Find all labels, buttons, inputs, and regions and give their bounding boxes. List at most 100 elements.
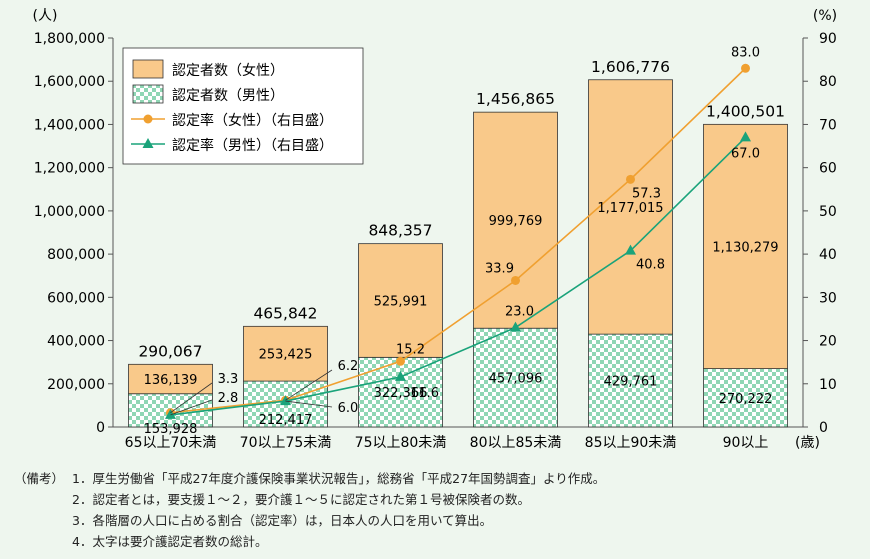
notes-head: （備考） xyxy=(14,471,65,486)
bar-male xyxy=(588,333,673,428)
bar-female-value: 999,769 xyxy=(489,214,543,229)
x-tick-label: 85以上90未満 xyxy=(585,435,677,451)
legend-label: 認定者数（女性） xyxy=(172,62,284,79)
notes: （備考） 1．厚生労働省「平成27年度介護保険事業状況報告」，総務省「平成27年国… xyxy=(14,468,605,552)
leader-line xyxy=(170,399,213,416)
male-rate-label: 11.6 xyxy=(410,386,439,401)
right-tick-label: 0 xyxy=(819,420,828,436)
bar-female-value: 253,425 xyxy=(259,348,313,363)
total-label: 465,842 xyxy=(253,304,317,322)
note-item-4: 4．太字は要介護認定者数の総計。 xyxy=(72,534,268,549)
bar-female xyxy=(473,111,558,329)
male-rate-label: 23.0 xyxy=(505,305,534,320)
right-tick-label: 70 xyxy=(819,117,837,133)
left-tick-label: 400,000 xyxy=(47,334,105,350)
point-female-rate xyxy=(626,174,635,184)
point-male-rate xyxy=(165,408,176,419)
note-item-1: 1．厚生労働省「平成27年度介護保険事業状況報告」，総務省「平成27年国勢調査」… xyxy=(72,471,606,486)
bar-male-value: 270,222 xyxy=(719,392,773,407)
legend-marker-male xyxy=(142,138,154,148)
female-rate-label: 83.0 xyxy=(731,45,760,60)
total-label: 1,400,501 xyxy=(706,102,785,120)
bar-female-value: 1,177,015 xyxy=(597,201,663,216)
total-label: 290,067 xyxy=(138,342,202,360)
left-tick-label: 200,000 xyxy=(47,377,105,393)
x-tick-label: 75以上80未満 xyxy=(355,435,447,451)
x-tick-label: 90以上 xyxy=(723,435,769,451)
leader-line xyxy=(285,369,333,401)
legend-swatch-male xyxy=(132,84,164,104)
legend-label: 認定率（女性）（右目盛） xyxy=(172,112,333,129)
total-label: 1,606,776 xyxy=(591,58,670,76)
point-male-rate xyxy=(740,131,751,142)
right-tick-label: 40 xyxy=(819,247,837,263)
left-tick-label: 1,200,000 xyxy=(34,161,105,177)
bar-female-value: 1,130,279 xyxy=(712,240,778,255)
bar-female-value: 525,991 xyxy=(374,294,428,309)
line-female-rate xyxy=(170,67,747,414)
female-rate-label: 3.3 xyxy=(218,372,239,387)
bar-female xyxy=(588,79,673,335)
bar-male-value: 457,096 xyxy=(489,372,543,387)
right-tick-label: 60 xyxy=(819,161,837,177)
point-female-rate xyxy=(511,275,520,285)
bar-male-value: 212,417 xyxy=(259,413,313,428)
female-rate-label: 15.2 xyxy=(396,342,425,357)
line-male-rate xyxy=(170,136,747,416)
bar-male xyxy=(358,356,443,428)
female-rate-label: 6.2 xyxy=(338,359,359,374)
total-label: 848,357 xyxy=(368,222,432,240)
left-tick-label: 1,800,000 xyxy=(34,31,105,47)
male-rate-label: 2.8 xyxy=(218,391,239,406)
note-row-3: 3．各階層の人口に占める割合（認定率）は，日本人の人口を用いて算出。 xyxy=(14,510,605,531)
male-rate-label: 40.8 xyxy=(636,258,665,273)
female-rate-label: 33.9 xyxy=(485,261,514,276)
left-tick-label: 600,000 xyxy=(47,290,105,306)
legend-marker-female xyxy=(143,114,153,124)
note-item-3: 3．各階層の人口に占める割合（認定率）は，日本人の人口を用いて算出。 xyxy=(72,513,493,528)
left-tick-label: 1,000,000 xyxy=(34,204,105,220)
right-tick-label: 20 xyxy=(819,334,837,350)
right-axis-unit: (%) xyxy=(813,8,837,24)
right-tick-label: 50 xyxy=(819,204,837,220)
legend-label: 認定率（男性）（右目盛） xyxy=(172,137,333,154)
bar-male xyxy=(473,327,558,428)
note-row-2: 2．認定者とは，要支援１～２，要介護１～５に認定された第１号被保険者の数。 xyxy=(14,489,605,510)
point-male-rate xyxy=(625,244,636,255)
left-tick-label: 800,000 xyxy=(47,247,105,263)
male-rate-label: 6.0 xyxy=(338,401,359,416)
bar-female-value: 136,139 xyxy=(144,373,198,388)
bar-female xyxy=(128,363,213,395)
note-row-4: 4．太字は要介護認定者数の総計。 xyxy=(14,531,605,552)
total-label: 1,456,865 xyxy=(476,90,555,108)
note-item-2: 2．認定者とは，要支援１～２，要介護１～５に認定された第１号被保険者の数。 xyxy=(72,492,530,507)
note-row-1: （備考） 1．厚生労働省「平成27年度介護保険事業状況報告」，総務省「平成27年国… xyxy=(14,468,605,489)
x-tick-label: 70以上75未満 xyxy=(240,435,332,451)
male-rate-label: 67.0 xyxy=(731,146,760,161)
right-tick-label: 30 xyxy=(819,290,837,306)
left-tick-label: 1,400,000 xyxy=(34,117,105,133)
bar-female xyxy=(358,243,443,358)
x-axis-unit: (歳) xyxy=(795,435,820,451)
right-tick-label: 10 xyxy=(819,377,837,393)
x-tick-label: 65以上70未満 xyxy=(125,435,217,451)
bar-male-value: 322,366 xyxy=(374,386,428,401)
point-male-rate xyxy=(395,370,406,381)
right-tick-label: 80 xyxy=(819,74,837,90)
legend-label: 認定者数（男性） xyxy=(172,88,284,104)
x-tick-label: 80以上85未満 xyxy=(470,435,562,451)
point-female-rate xyxy=(741,63,750,73)
point-female-rate xyxy=(396,356,405,366)
legend-swatch-female xyxy=(132,59,164,79)
bar-male-value: 153,928 xyxy=(144,422,198,437)
chart: 0 200,000 400,000 600,000 800,000 1,000,000 1,… xyxy=(33,8,838,451)
left-tick-label: 1,600,000 xyxy=(34,74,105,90)
left-tick-label: 0 xyxy=(96,420,105,436)
right-tick-label: 90 xyxy=(819,31,837,47)
leader-line xyxy=(170,382,213,414)
bar-female xyxy=(243,325,328,382)
left-axis-unit: (人) xyxy=(33,8,58,24)
female-rate-label: 57.3 xyxy=(632,186,661,201)
point-male-rate xyxy=(510,321,521,332)
bar-male-value: 429,761 xyxy=(604,375,658,390)
